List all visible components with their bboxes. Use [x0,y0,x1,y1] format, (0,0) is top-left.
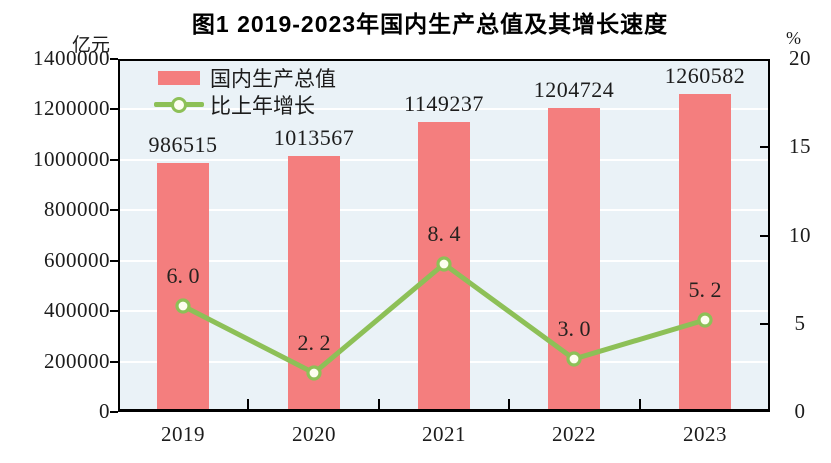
right-axis-tick [760,146,768,148]
left-axis-tick-label: 1000000 [33,147,110,171]
x-axis-year-label: 2021 [422,422,466,446]
left-axis-tick [110,108,118,110]
left-axis-tick-label: 800000 [44,197,110,221]
left-axis-tick-label: 1400000 [33,46,110,70]
growth-value-label: 2. 2 [297,330,331,355]
left-axis-unit: 亿元 [71,35,110,56]
left-axis-tick [110,411,118,413]
x-axis-year-label: 2023 [683,422,727,446]
legend-label-growth: 比上年增长 [210,93,315,118]
bar-value-label: 1013567 [273,125,355,150]
legend-label-gdp: 国内生产总值 [210,66,336,91]
bar-value-label: 1149237 [404,91,484,116]
bar-2023 [679,94,731,409]
bar-2021 [418,122,470,409]
x-axis-year-label: 2020 [292,422,336,446]
left-axis-tick [110,310,118,312]
left-axis-tick-label: 200000 [44,349,110,373]
growth-value-label: 8. 4 [427,221,461,246]
x-axis-tick [378,399,380,409]
right-axis-tick-label: 0 [794,399,806,423]
right-axis-tick-label: 20 [789,46,811,70]
left-axis-tick-label: 1200000 [33,96,110,120]
left-axis-tick [110,58,118,60]
left-axis-tick-label: 0 [99,399,110,423]
x-axis-tick [247,399,249,409]
x-axis-tick [508,399,510,409]
left-axis-tick-label: 600000 [44,248,110,272]
growth-value-label: 5. 2 [688,277,722,302]
left-axis-tick [110,361,118,363]
bar-value-label: 1260582 [664,63,746,88]
right-axis-tick [760,235,768,237]
legend-line-marker [171,97,187,113]
left-axis-tick-label: 400000 [44,298,110,322]
right-axis-tick-label: 5 [794,311,806,335]
growth-value-label: 3. 0 [557,316,591,341]
legend-item-growth: 比上年增长 [150,91,336,118]
right-axis-unit: % [786,28,801,48]
right-axis-tick-label: 10 [789,223,811,247]
bar-2020 [288,156,340,409]
chart-title: 图1 2019-2023年国内生产总值及其增长速度 [191,11,669,37]
left-axis-tick [110,159,118,161]
x-axis-year-label: 2022 [552,422,596,446]
right-axis-tick [760,323,768,325]
gridline [120,108,768,110]
legend-bar-swatch-icon [158,70,200,85]
legend-line-swatch-icon [154,96,204,113]
legend-item-gdp: 国内生产总值 [150,64,336,91]
legend: 国内生产总值 比上年增长 [150,64,336,118]
growth-value-label: 6. 0 [166,263,200,288]
bar-value-label: 1204724 [533,77,615,102]
bar-2022 [548,108,600,409]
bar-value-label: 986515 [148,132,218,157]
x-axis-tick [639,399,641,409]
left-axis-tick [110,209,118,211]
left-axis-tick [110,260,118,262]
x-axis-year-label: 2019 [161,422,205,446]
right-axis-tick-label: 15 [789,134,811,158]
